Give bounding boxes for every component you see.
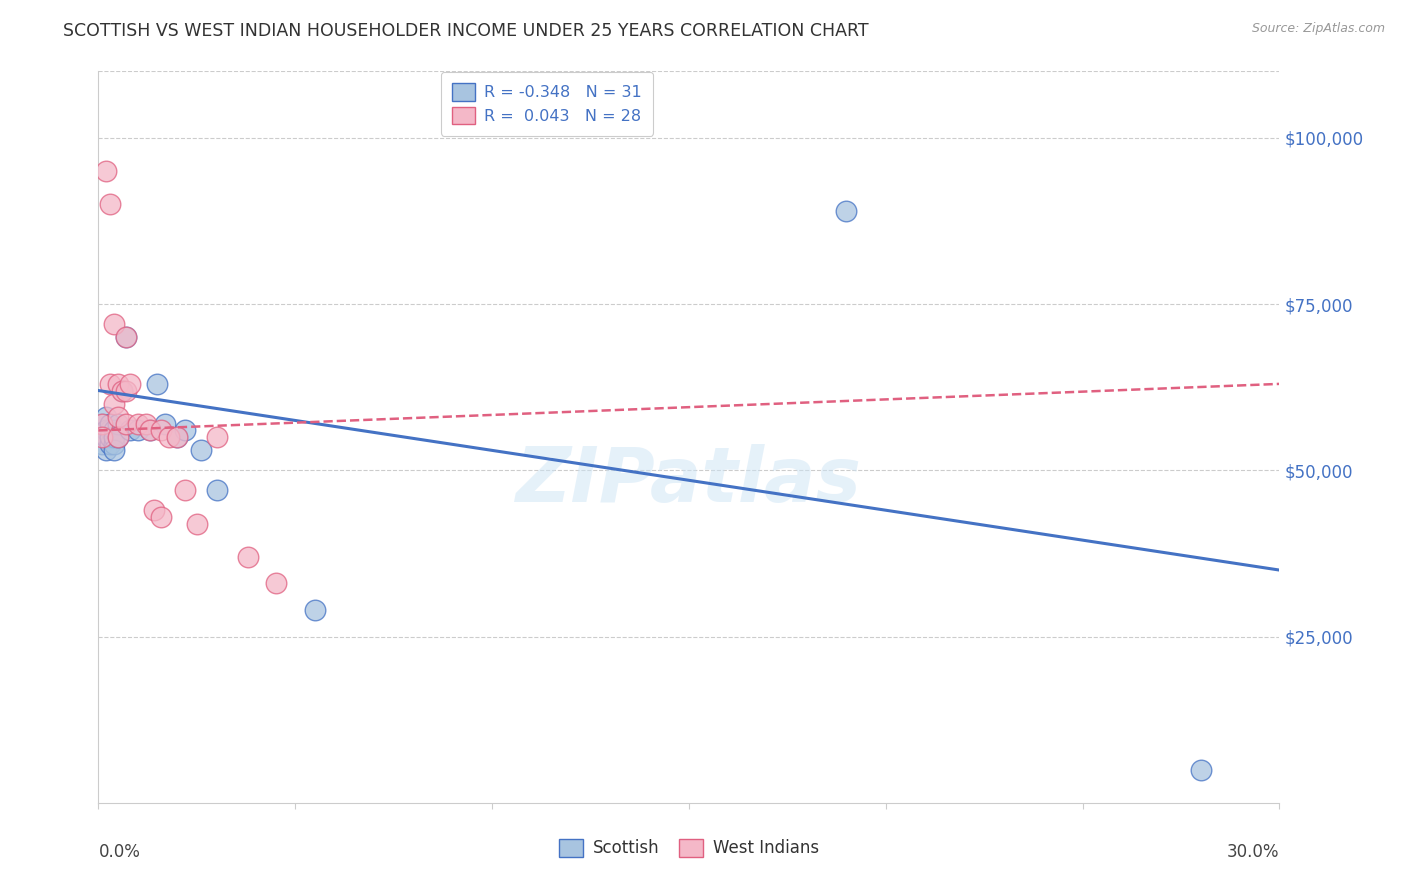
Point xyxy=(96,443,118,458)
Point xyxy=(107,430,129,444)
Text: 30.0%: 30.0% xyxy=(1227,843,1279,861)
Point xyxy=(174,424,197,438)
Point xyxy=(98,197,121,211)
Point xyxy=(103,397,125,411)
Point xyxy=(96,410,118,425)
Point xyxy=(138,424,160,438)
Text: ZIPatlas: ZIPatlas xyxy=(516,444,862,518)
Text: SCOTTISH VS WEST INDIAN HOUSEHOLDER INCOME UNDER 25 YEARS CORRELATION CHART: SCOTTISH VS WEST INDIAN HOUSEHOLDER INCO… xyxy=(63,22,869,40)
Point xyxy=(835,204,858,219)
Point xyxy=(166,430,188,444)
Point xyxy=(166,430,188,444)
Point xyxy=(107,430,129,444)
Point xyxy=(96,424,118,438)
Point xyxy=(150,509,173,524)
Point xyxy=(91,430,114,444)
Point xyxy=(146,376,169,391)
Point xyxy=(107,417,129,431)
Point xyxy=(98,376,121,391)
Point xyxy=(91,436,114,450)
Point xyxy=(138,424,160,438)
Point xyxy=(1189,763,1212,777)
Point xyxy=(107,376,129,391)
Point xyxy=(127,417,149,431)
Point xyxy=(107,410,129,425)
Point xyxy=(205,430,228,444)
Point xyxy=(111,384,134,398)
Point xyxy=(91,430,114,444)
Point xyxy=(127,424,149,438)
Text: Source: ZipAtlas.com: Source: ZipAtlas.com xyxy=(1251,22,1385,36)
Point xyxy=(98,417,121,431)
Point xyxy=(115,384,138,398)
Point xyxy=(155,417,177,431)
Point xyxy=(96,430,118,444)
Point xyxy=(115,417,138,431)
Point xyxy=(186,516,208,531)
Point xyxy=(264,576,287,591)
Point xyxy=(103,430,125,444)
Point xyxy=(91,417,114,431)
Point xyxy=(103,424,125,438)
Point xyxy=(135,417,157,431)
Point xyxy=(118,376,141,391)
Point xyxy=(236,549,259,564)
Point xyxy=(205,483,228,498)
Point xyxy=(98,424,121,438)
Point xyxy=(111,384,134,398)
Point xyxy=(142,503,165,517)
Point xyxy=(115,330,138,344)
Point xyxy=(103,443,125,458)
Point xyxy=(103,436,125,450)
Point xyxy=(157,430,180,444)
Point xyxy=(304,603,326,617)
Text: 0.0%: 0.0% xyxy=(98,843,141,861)
Point xyxy=(190,443,212,458)
Point xyxy=(98,436,121,450)
Point xyxy=(96,164,118,178)
Legend: Scottish, West Indians: Scottish, West Indians xyxy=(553,832,825,864)
Point xyxy=(118,424,141,438)
Point xyxy=(174,483,197,498)
Point xyxy=(150,424,173,438)
Point xyxy=(103,317,125,331)
Point xyxy=(91,417,114,431)
Point xyxy=(98,430,121,444)
Point xyxy=(115,330,138,344)
